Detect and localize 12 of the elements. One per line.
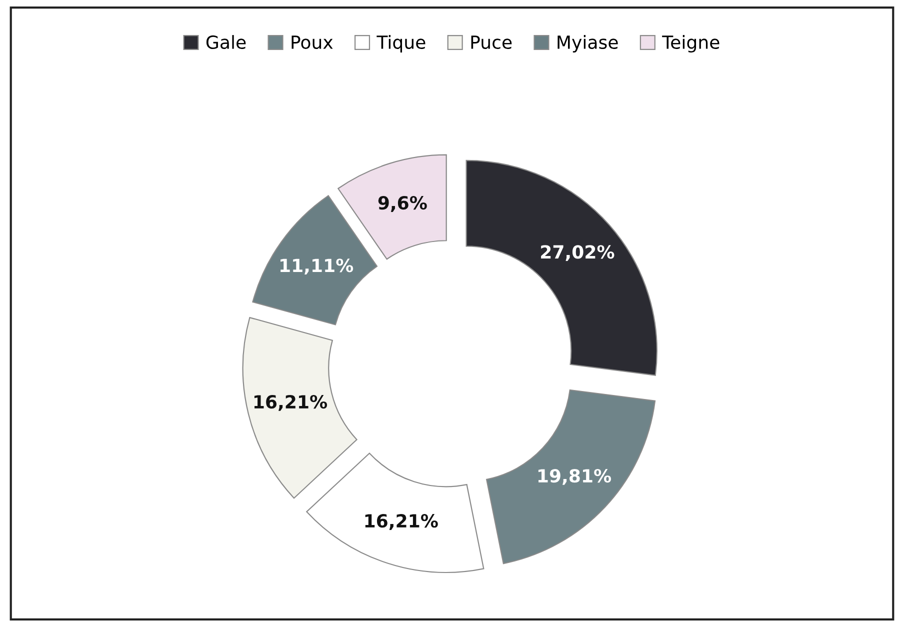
data-label: 11,11% xyxy=(280,258,354,275)
data-label: 9,6% xyxy=(378,196,427,212)
legend-label: Gale xyxy=(206,35,246,50)
legend-label: Poux xyxy=(292,36,333,50)
legend-label: Teigne xyxy=(662,35,720,53)
data-label: 16,21% xyxy=(365,514,438,530)
data-label: 27,02% xyxy=(541,245,614,262)
legend-label: Puce xyxy=(471,36,512,50)
legend-label: Myiase xyxy=(558,35,618,53)
data-label: 16,21% xyxy=(254,394,328,411)
data-label: 19,81% xyxy=(538,468,612,485)
legend-label: Tique xyxy=(376,35,426,53)
